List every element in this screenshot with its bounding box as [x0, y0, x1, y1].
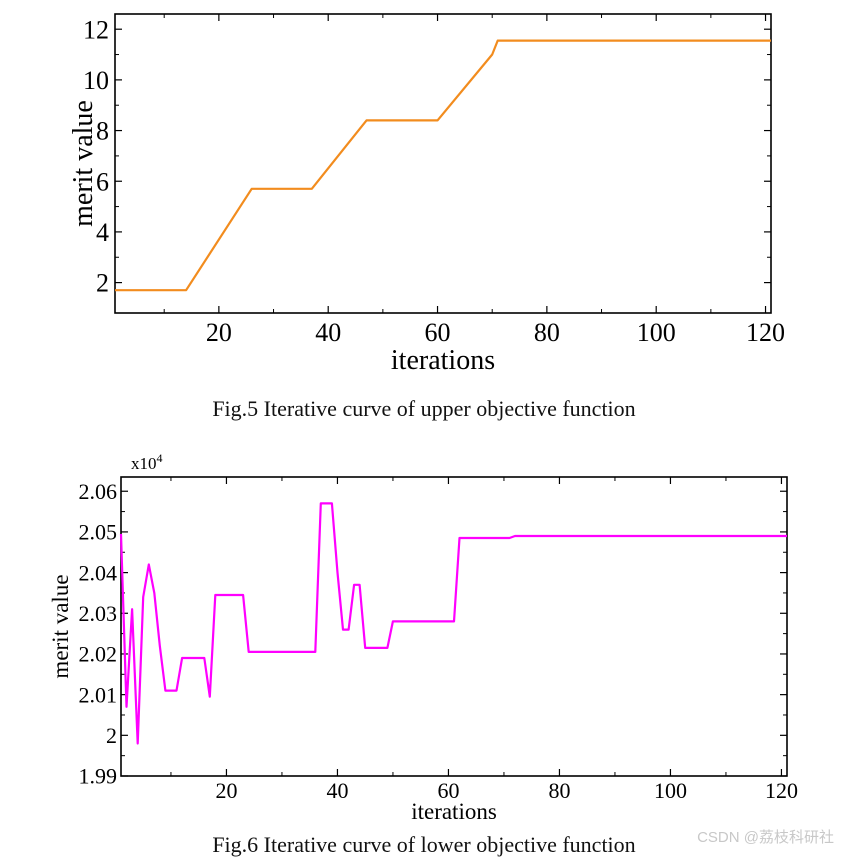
figure-6-caption: Fig.6 Iterative curve of lower objective…: [212, 832, 636, 857]
chart1-ytick-label-0: 2: [96, 269, 109, 298]
chart2-xlabel: iterations: [411, 799, 497, 824]
chart2-ytick-label-2: 2.01: [79, 682, 118, 707]
chart1-xtick-label-1: 40: [315, 318, 341, 347]
chart2-xtick-label-5: 120: [765, 778, 798, 803]
chart1-ytick-label-3: 8: [96, 117, 109, 146]
chart1-series-line-0: [115, 39, 771, 292]
chart2-xtick-label-0: 20: [215, 778, 237, 803]
chart2-ytick-label-6: 2.05: [79, 520, 118, 545]
chart2-scale-exponent: 4: [157, 451, 163, 465]
chart2-xtick-label-1: 40: [326, 778, 348, 803]
chart1-plot-frame: [114, 13, 772, 314]
chart2-ytick-label-3: 2.02: [79, 642, 118, 667]
chart2-series-line-0: [119, 502, 787, 745]
chart1-xtick-label-5: 120: [746, 318, 785, 347]
chart1-ytick-label-1: 4: [96, 218, 109, 247]
chart2-scale-label: x104: [131, 451, 163, 473]
chart1-xtick-label-4: 100: [637, 318, 676, 347]
chart2-ytick-label-7: 2.06: [79, 479, 118, 504]
watermark: CSDN @荔枝科研社: [697, 829, 834, 846]
chart2-plot-frame: [120, 476, 788, 777]
chart2-xtick-label-3: 80: [548, 778, 570, 803]
chart1-xlabel: iterations: [391, 345, 495, 376]
chart-lower-objective: 20 40 60 80 100 120 1.99 2 2.01 2.02 2.03 2.04 2.05 2…: [48, 451, 798, 824]
chart2-ytick-label-1: 2: [106, 723, 117, 748]
chart2-ytick-label-5: 2.04: [79, 560, 118, 585]
chart1-xtick-label-2: 60: [425, 318, 451, 347]
chart1-ytick-label-5: 12: [83, 15, 109, 44]
chart-upper-objective: 20 40 60 80 100 120 2 4 6 8 10 12 iterations merit va…: [68, 13, 785, 376]
chart1-xtick-label-0: 20: [206, 318, 232, 347]
chart2-xtick-label-4: 100: [654, 778, 687, 803]
chart1-ytick-label-4: 10: [83, 66, 109, 95]
chart1-ytick-label-2: 6: [96, 167, 109, 196]
chart1-ylabel: merit value: [68, 100, 99, 227]
chart2-ytick-label-0: 1.99: [79, 764, 118, 789]
chart2-ytick-label-4: 2.03: [79, 601, 118, 626]
chart2-xtick-label-2: 60: [437, 778, 459, 803]
figure-5-caption: Fig.5 Iterative curve of upper objective…: [212, 396, 636, 421]
chart1-xtick-label-3: 80: [534, 318, 560, 347]
chart2-ylabel: merit value: [48, 574, 73, 678]
